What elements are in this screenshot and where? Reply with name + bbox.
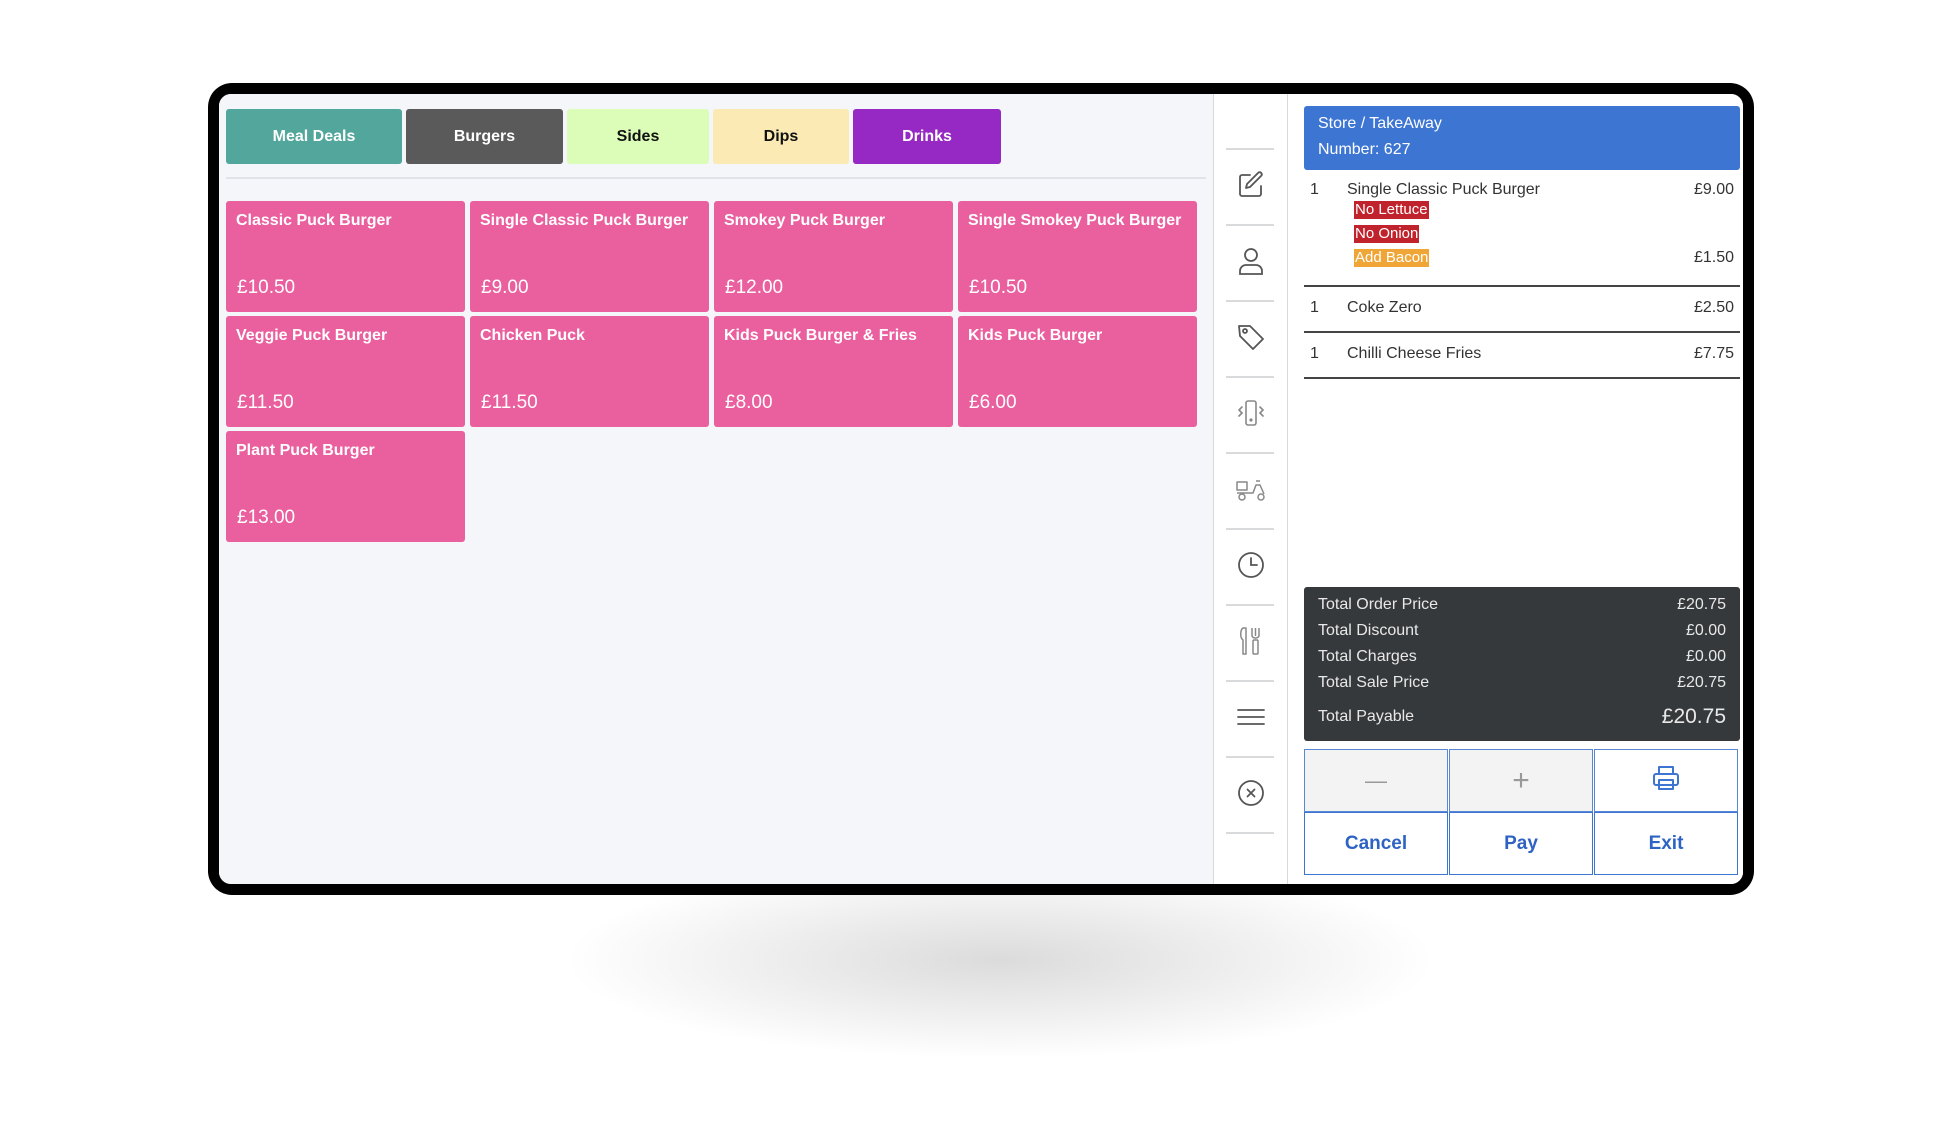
product-button[interactable]: Chicken Puck £11.50 [470, 316, 709, 427]
print-button[interactable] [1594, 749, 1738, 812]
product-price: £11.50 [481, 392, 538, 413]
toolbar-divider [1226, 604, 1274, 606]
product-name: Classic Puck Burger [236, 212, 392, 229]
total-label: Total Payable [1318, 708, 1415, 725]
product-button[interactable]: Plant Puck Burger £13.00 [226, 431, 465, 542]
clock-icon[interactable] [1232, 546, 1270, 584]
tab-burgers[interactable]: Burgers [406, 109, 563, 164]
tablet-frame: Meal Deals Burgers Sides Dips Drinks Cla… [208, 83, 1754, 895]
order-number: Number: 627 [1318, 141, 1411, 158]
tab-divider [226, 177, 1206, 179]
delivery-scooter-icon[interactable] [1232, 470, 1270, 508]
menu-panel: Meal Deals Burgers Sides Dips Drinks Cla… [219, 94, 1214, 884]
order-action-buttons: — + Cancel Pay Exit [1304, 749, 1741, 877]
total-value: £0.00 [1685, 648, 1726, 665]
toolbar-divider [1226, 452, 1274, 454]
product-price: £12.00 [725, 277, 784, 298]
item-quantity: 1 [1310, 181, 1319, 198]
order-panel: Store / TakeAway Number: 627 1 Single Cl… [1288, 94, 1743, 884]
total-value: £20.75 [1677, 674, 1726, 691]
product-name: Veggie Puck Burger [236, 327, 388, 344]
toolbar-divider [1226, 832, 1274, 834]
menu-icon[interactable] [1232, 698, 1270, 736]
product-price: £10.50 [969, 277, 1028, 298]
total-label: Total Sale Price [1318, 674, 1430, 691]
toolbar-divider [1226, 376, 1274, 378]
item-price: £9.00 [1693, 181, 1734, 198]
product-button[interactable]: Kids Puck Burger £6.00 [958, 316, 1197, 427]
decrease-quantity-button[interactable]: — [1304, 749, 1448, 812]
product-name: Plant Puck Burger [236, 442, 375, 459]
tag-icon[interactable] [1232, 318, 1270, 356]
item-name: Coke Zero [1347, 299, 1422, 316]
item-quantity: 1 [1310, 345, 1319, 362]
edit-icon[interactable] [1232, 166, 1270, 204]
tab-drinks[interactable]: Drinks [853, 109, 1001, 164]
product-name: Single Classic Puck Burger [480, 212, 689, 229]
total-value: £20.75 [1677, 596, 1726, 613]
toolbar-divider [1226, 756, 1274, 758]
order-header: Store / TakeAway Number: 627 [1304, 106, 1740, 170]
tab-sides[interactable]: Sides [567, 109, 709, 164]
cancel-circle-icon[interactable] [1232, 774, 1270, 812]
item-price: £2.50 [1693, 299, 1734, 316]
product-button[interactable]: Kids Puck Burger & Fries £8.00 [714, 316, 953, 427]
total-label: Total Charges [1318, 648, 1417, 665]
total-label: Total Discount [1318, 622, 1419, 639]
cancel-button[interactable]: Cancel [1304, 812, 1448, 875]
modifier-remove: No Onion [1354, 225, 1420, 243]
product-price: £11.50 [237, 392, 294, 413]
total-label: Total Order Price [1318, 596, 1439, 613]
pay-button[interactable]: Pay [1449, 812, 1593, 875]
product-price: £9.00 [481, 277, 529, 298]
total-payable-value: £20.75 [1661, 705, 1726, 728]
modifier-remove: No Lettuce [1354, 201, 1429, 219]
toolbar-divider [1226, 300, 1274, 302]
product-name: Single Smokey Puck Burger [968, 212, 1182, 229]
item-name: Chilli Cheese Fries [1347, 345, 1482, 362]
exit-button[interactable]: Exit [1594, 812, 1738, 875]
toolbar-divider [1226, 148, 1274, 150]
item-name: Single Classic Puck Burger [1347, 181, 1540, 198]
product-price: £10.50 [237, 277, 296, 298]
product-name: Kids Puck Burger [968, 327, 1103, 344]
order-type: Store / TakeAway [1318, 115, 1442, 132]
printer-icon [1651, 763, 1681, 798]
order-line-divider [1304, 331, 1740, 333]
toolbar-divider [1226, 224, 1274, 226]
product-button[interactable]: Classic Puck Burger £10.50 [226, 201, 465, 312]
increase-quantity-button[interactable]: + [1449, 749, 1593, 812]
product-button[interactable]: Single Classic Puck Burger £9.00 [470, 201, 709, 312]
tab-meal-deals[interactable]: Meal Deals [226, 109, 402, 164]
modifier-add: Add Bacon [1354, 249, 1430, 267]
toolbar-divider [1226, 528, 1274, 530]
pos-screen: Meal Deals Burgers Sides Dips Drinks Cla… [219, 94, 1743, 884]
action-toolbar [1214, 94, 1288, 884]
total-value: £0.00 [1685, 622, 1726, 639]
order-line-divider [1304, 285, 1740, 287]
modifier-price: £1.50 [1693, 249, 1734, 266]
product-name: Chicken Puck [480, 327, 585, 344]
product-button[interactable]: Veggie Puck Burger £11.50 [226, 316, 465, 427]
vibrate-phone-icon[interactable] [1232, 394, 1270, 432]
product-price: £8.00 [725, 392, 773, 413]
item-price: £7.75 [1693, 345, 1734, 362]
tab-dips[interactable]: Dips [713, 109, 849, 164]
totals-panel: Total Order Price £20.75 Total Discount … [1304, 587, 1740, 741]
customer-icon[interactable] [1232, 242, 1270, 280]
product-name: Smokey Puck Burger [724, 212, 885, 229]
toolbar-divider [1226, 680, 1274, 682]
cutlery-icon[interactable] [1232, 622, 1270, 660]
order-line-divider [1304, 377, 1740, 379]
item-quantity: 1 [1310, 299, 1319, 316]
product-button[interactable]: Single Smokey Puck Burger £10.50 [958, 201, 1197, 312]
product-price: £13.00 [237, 507, 296, 528]
product-button[interactable]: Smokey Puck Burger £12.00 [714, 201, 953, 312]
product-name: Kids Puck Burger & Fries [724, 327, 917, 344]
product-price: £6.00 [969, 392, 1017, 413]
